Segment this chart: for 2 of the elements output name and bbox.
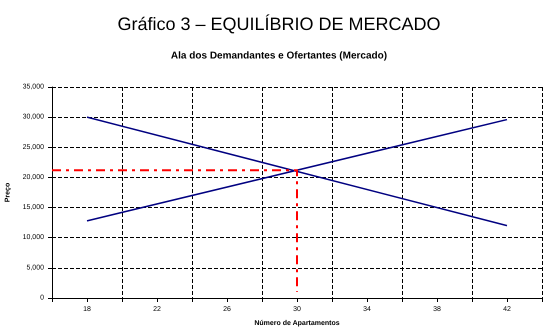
chart-subtitle: Ala dos Demandantes e Ofertantes (Mercado): [170, 50, 388, 62]
chart-title: Gráfico 3 – EQUILÍBRIO DE MERCADO: [117, 14, 441, 34]
